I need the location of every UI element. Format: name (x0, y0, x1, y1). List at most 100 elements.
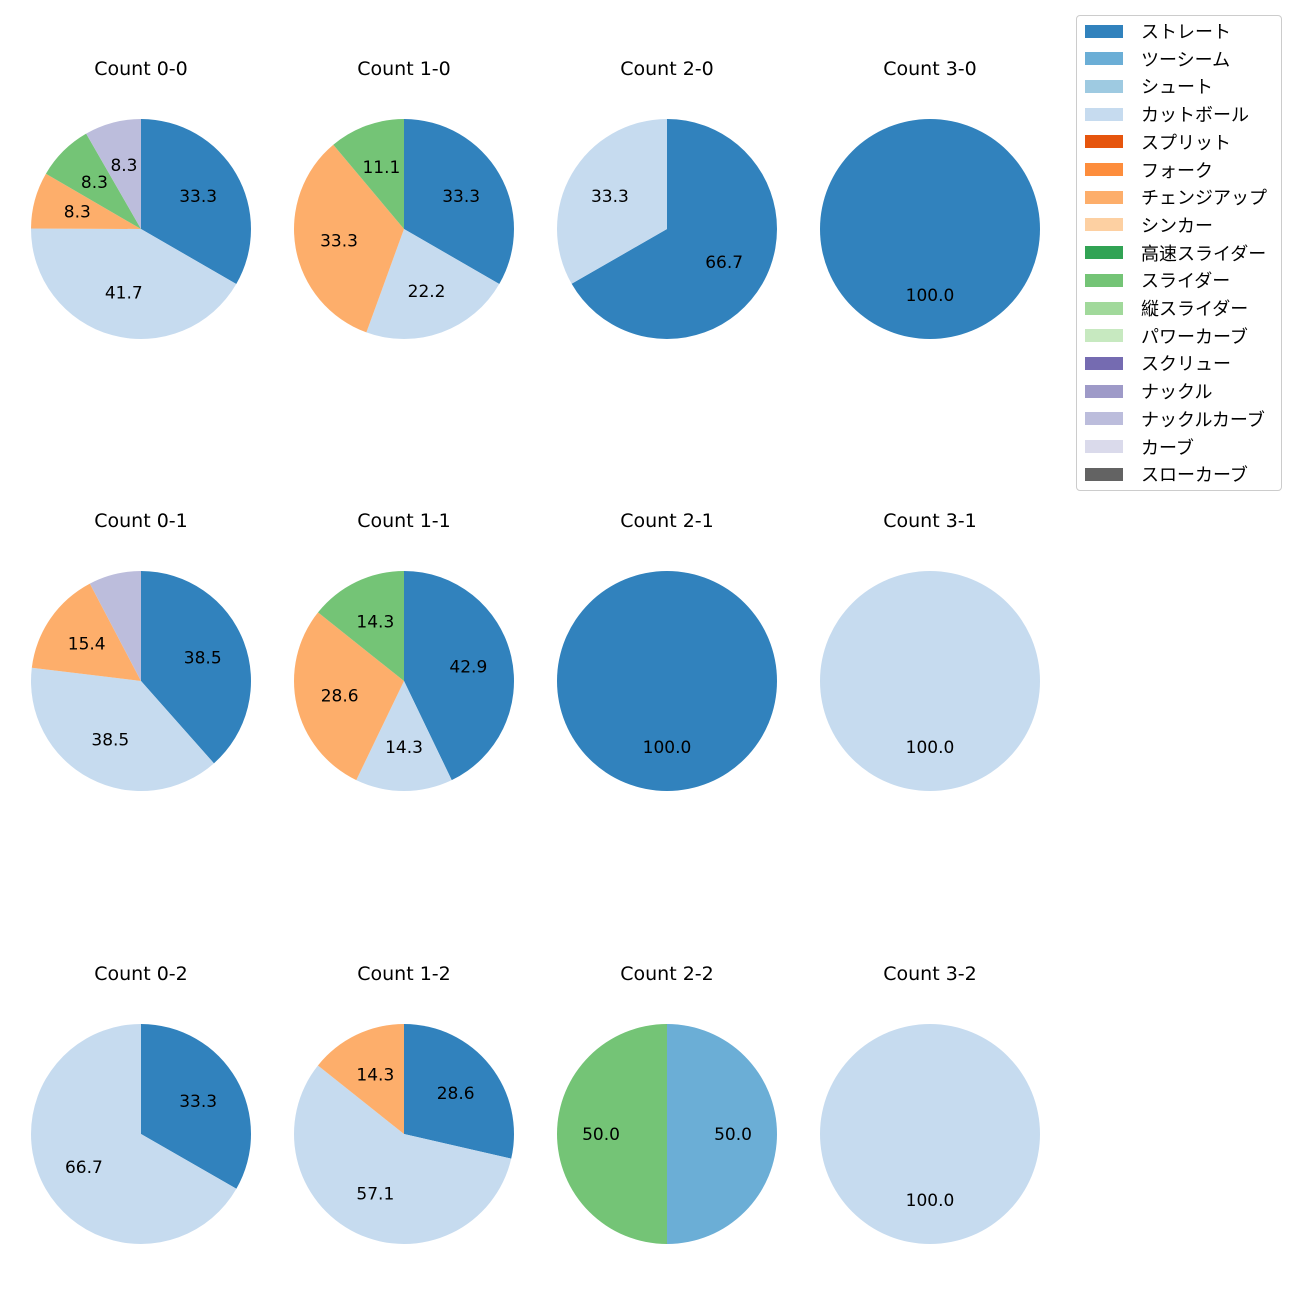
pie-slice-label: 8.3 (64, 203, 91, 223)
pie-slice (31, 173, 142, 229)
legend-label: スライダー (1141, 271, 1231, 293)
pie-slice-label: 33.3 (442, 187, 480, 207)
pie-chart: Count 2-1 100.0 (557, 510, 777, 791)
pie-title: Count 2-2 (620, 963, 714, 985)
pie-slice (333, 119, 404, 229)
pie-slice-label: 38.5 (91, 730, 129, 750)
pie-slice (86, 118, 141, 229)
pie-slice-label: 50.0 (714, 1125, 752, 1145)
pie-slice-label: 8.3 (110, 156, 137, 176)
legend-swatch (1085, 163, 1123, 176)
legend-item: カーブ (1085, 435, 1194, 459)
pie-slice-label: 33.3 (320, 231, 358, 251)
legend-swatch (1085, 356, 1123, 370)
pie-slice (667, 1024, 777, 1244)
pie-slice-label: 100.0 (906, 1191, 955, 1211)
legend-swatch (1085, 440, 1123, 453)
pie-slice-label: 14.3 (385, 738, 423, 758)
legend-item: フォーク (1085, 158, 1213, 182)
pie-slice (557, 571, 777, 791)
pie-slice (30, 1024, 237, 1245)
pie-slice (30, 667, 214, 791)
pie-slice-label: 15.4 (68, 635, 106, 655)
pie-slice-label: 100.0 (906, 738, 955, 758)
pie-slice (141, 1024, 251, 1189)
pie-slice-label: 14.3 (356, 613, 394, 633)
legend-swatch (1085, 190, 1123, 204)
pie-slice (31, 228, 237, 339)
legend-label: カットボール (1141, 105, 1249, 127)
legend-item: パワーカーブ (1085, 324, 1248, 348)
legend-label: ナックル (1141, 382, 1213, 404)
pie-title: Count 3-2 (883, 963, 977, 985)
pie-slice (404, 119, 514, 284)
legend-label: スクリュー (1141, 354, 1231, 376)
pie-chart: Count 3-1 100.0 (820, 510, 1040, 791)
pie-slice (317, 1024, 404, 1134)
pie-slice-label: 28.6 (321, 687, 359, 707)
legend-label: スローカーブ (1141, 465, 1248, 487)
pie-slice (317, 571, 404, 681)
legend-item: 高速スライダー (1085, 241, 1266, 265)
pie-title: Count 2-0 (620, 58, 714, 80)
pie-slice (356, 681, 452, 791)
legend-item: ストレート (1085, 19, 1231, 43)
pie-slice-label: 8.3 (81, 173, 108, 193)
pie-slice-label: 28.6 (437, 1084, 475, 1104)
pie-chart: Count 3-2 100.0 (820, 963, 1040, 1244)
legend-label: シュート (1141, 77, 1213, 99)
pie-slice (366, 229, 500, 339)
pie-chart: Count 1-2 28.6 57.1 14.3 (294, 963, 514, 1244)
pie-slice (820, 119, 1040, 339)
pie-slice-label: 11.1 (362, 158, 400, 178)
pie-slice-label: 33.3 (591, 187, 629, 207)
pie-slice-label: 42.9 (449, 657, 487, 677)
legend-label: ナックルカーブ (1141, 409, 1265, 431)
legend-item: ツーシーム (1085, 47, 1230, 71)
pie-slice (404, 571, 514, 781)
legend-swatch (1085, 273, 1123, 287)
pie-slice-label: 22.2 (408, 282, 446, 302)
pie-slice (404, 1024, 514, 1159)
legend-label: パワーカーブ (1141, 326, 1248, 348)
pie-chart: Count 1-1 42.9 14.3 28.6 14.3 (294, 510, 514, 791)
pie-title: Count 0-1 (94, 510, 188, 532)
legend-item: ナックル (1085, 379, 1212, 403)
legend-swatch (1085, 52, 1123, 66)
pie-slice-label: 66.7 (65, 1158, 103, 1178)
pie-slice (557, 1024, 667, 1244)
pie-chart: Count 0-2 33.3 66.7 (30, 963, 251, 1245)
legend-item: ナックルカーブ (1085, 407, 1265, 431)
legend-swatch (1085, 301, 1123, 315)
legend-label: カーブ (1141, 437, 1194, 459)
pie-title: Count 0-0 (94, 58, 188, 80)
pie-chart: Count 0-1 38.5 38.5 15.4 (30, 510, 251, 791)
pie-slice (45, 133, 141, 229)
pie-slice (141, 119, 251, 284)
legend-swatch (1085, 218, 1123, 232)
legend: ストレートツーシームシュートカットボール スプリットフォークチェンジアップ シンカー… (1076, 15, 1282, 491)
legend-item: チェンジアップ (1085, 185, 1267, 209)
pie-slice (31, 583, 141, 681)
pie-title: Count 1-0 (357, 58, 451, 80)
pie-title: Count 1-1 (357, 510, 451, 532)
pie-slice (294, 1065, 512, 1244)
legend-item: シンカー (1085, 213, 1213, 237)
legend-label: シンカー (1141, 215, 1213, 237)
pie-slice-label: 66.7 (705, 253, 743, 273)
legend-item: スクリュー (1085, 351, 1231, 375)
legend-swatch (1085, 412, 1123, 426)
pie-title: Count 0-2 (94, 963, 188, 985)
legend-item: 縦スライダー (1085, 296, 1248, 320)
legend-swatch (1085, 24, 1123, 38)
pie-slice-label: 57.1 (356, 1184, 394, 1204)
legend-swatch (1085, 384, 1123, 398)
legend-label: チェンジアップ (1141, 188, 1267, 210)
legend-label: ストレート (1141, 22, 1231, 43)
pie-slice-label: 100.0 (906, 286, 955, 306)
legend-swatch (1085, 246, 1123, 260)
legend-label: スプリット (1141, 132, 1231, 154)
legend-swatch (1085, 467, 1123, 481)
pie-chart: Count 1-0 33.3 22.2 33.3 11.1 (294, 58, 514, 339)
